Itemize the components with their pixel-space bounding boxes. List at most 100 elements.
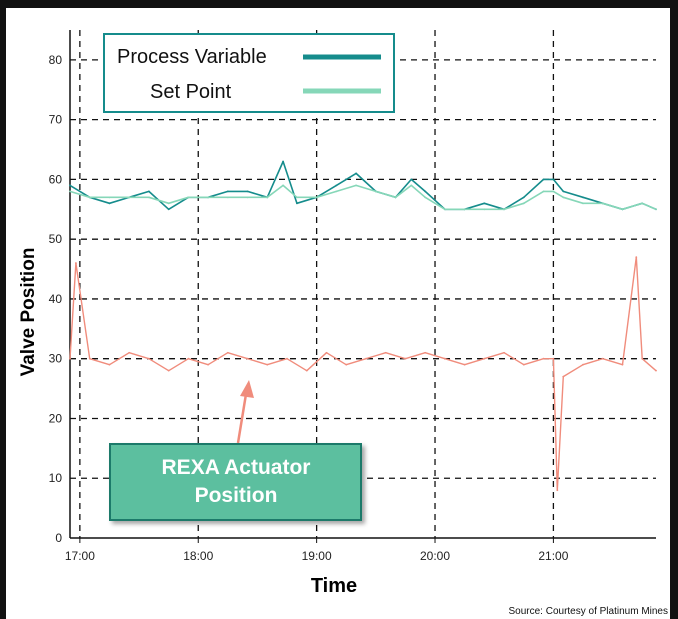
- data-point: [282, 184, 284, 187]
- data-point: [655, 208, 657, 211]
- data-point: [325, 351, 328, 354]
- series-line-set-point: [69, 184, 657, 211]
- data-point: [552, 357, 555, 360]
- y-tick-label: 20: [49, 411, 63, 425]
- data-point: [463, 208, 466, 211]
- data-point: [542, 190, 545, 193]
- data-point: [108, 202, 111, 205]
- y-tick-label: 10: [49, 471, 63, 485]
- y-tick-label: 80: [49, 53, 63, 67]
- data-point: [69, 357, 71, 360]
- data-point: [621, 208, 624, 211]
- data-point: [282, 160, 284, 163]
- y-tick-label: 40: [49, 292, 63, 306]
- data-point: [424, 190, 427, 193]
- data-point: [167, 202, 170, 205]
- legend-label-process-variable: Process Variable: [117, 46, 267, 68]
- data-point: [148, 196, 150, 199]
- data-point: [108, 363, 111, 366]
- data-point: [562, 196, 565, 199]
- data-point: [167, 208, 170, 211]
- data-point: [296, 202, 298, 205]
- series-lines: [69, 160, 657, 492]
- data-point: [503, 351, 505, 354]
- data-point: [75, 262, 77, 264]
- data-point: [552, 190, 555, 193]
- x-tick-label: 20:00: [420, 549, 450, 563]
- data-point: [88, 196, 91, 199]
- data-point: [635, 256, 638, 259]
- data-point: [601, 202, 604, 205]
- data-point: [88, 357, 91, 360]
- data-point: [226, 351, 229, 354]
- data-point: [335, 184, 338, 187]
- data-point: [522, 202, 525, 205]
- y-axis-title: Valve Position: [18, 248, 39, 377]
- callout-box: [109, 443, 362, 521]
- data-point: [187, 357, 190, 360]
- y-tick-labels: 0 10 20 30 40 50 60 70 80: [49, 53, 63, 545]
- x-tick-label: 18:00: [183, 549, 213, 563]
- callout: REXA Actuator Position: [109, 380, 362, 521]
- data-point: [365, 357, 367, 360]
- y-tick-label: 30: [49, 352, 63, 366]
- data-point: [374, 190, 377, 193]
- data-point: [266, 196, 269, 199]
- data-point: [424, 196, 427, 199]
- data-point: [522, 196, 525, 199]
- data-point: [384, 351, 387, 354]
- data-point: [552, 178, 555, 181]
- data-point: [296, 196, 298, 199]
- y-tick-label: 0: [55, 531, 62, 545]
- data-point: [483, 202, 486, 205]
- source-note: Source: Courtesy of Platinum Mines: [508, 606, 668, 617]
- x-tick-label: 17:00: [65, 549, 95, 563]
- data-point: [443, 357, 446, 360]
- data-point: [410, 178, 413, 181]
- data-point: [582, 363, 584, 366]
- callout-text-line2: Position: [195, 484, 278, 507]
- data-point: [443, 208, 446, 211]
- data-point: [335, 190, 338, 193]
- x-tick-labels: 17:00 18:00 19:00 20:00 21:00: [65, 549, 569, 563]
- data-point: [503, 208, 505, 211]
- data-point: [355, 172, 357, 175]
- data-point: [582, 202, 584, 205]
- callout-arrow-head: [240, 380, 254, 398]
- data-point: [601, 357, 604, 360]
- data-point: [582, 196, 584, 199]
- data-point: [404, 357, 407, 360]
- data-point: [641, 357, 644, 360]
- data-point: [246, 190, 249, 193]
- data-point: [207, 196, 210, 199]
- data-point: [128, 351, 131, 354]
- y-tick-label: 50: [49, 232, 63, 246]
- data-point: [286, 357, 288, 360]
- data-point: [641, 202, 644, 205]
- data-point: [562, 375, 565, 378]
- data-point: [315, 196, 318, 199]
- x-axis-title: Time: [311, 575, 357, 597]
- data-point: [69, 184, 71, 187]
- callout-arrow-line: [236, 387, 249, 444]
- data-point: [128, 196, 131, 199]
- y-tick-label: 70: [49, 113, 63, 127]
- data-point: [266, 363, 269, 366]
- y-tick-label: 60: [49, 172, 63, 186]
- legend: Process Variable Set Point: [103, 33, 395, 113]
- series-line-process-variable: [69, 160, 657, 211]
- legend-box: [103, 33, 395, 113]
- data-point: [463, 363, 466, 366]
- data-point: [226, 196, 229, 199]
- data-point: [394, 196, 397, 199]
- data-point: [355, 184, 357, 187]
- data-point: [148, 357, 150, 360]
- legend-label-set-point: Set Point: [150, 81, 232, 103]
- data-point: [542, 178, 545, 181]
- data-point: [167, 369, 170, 372]
- data-point: [246, 196, 249, 199]
- data-point: [410, 184, 413, 187]
- data-point: [483, 357, 486, 360]
- data-point: [655, 369, 657, 372]
